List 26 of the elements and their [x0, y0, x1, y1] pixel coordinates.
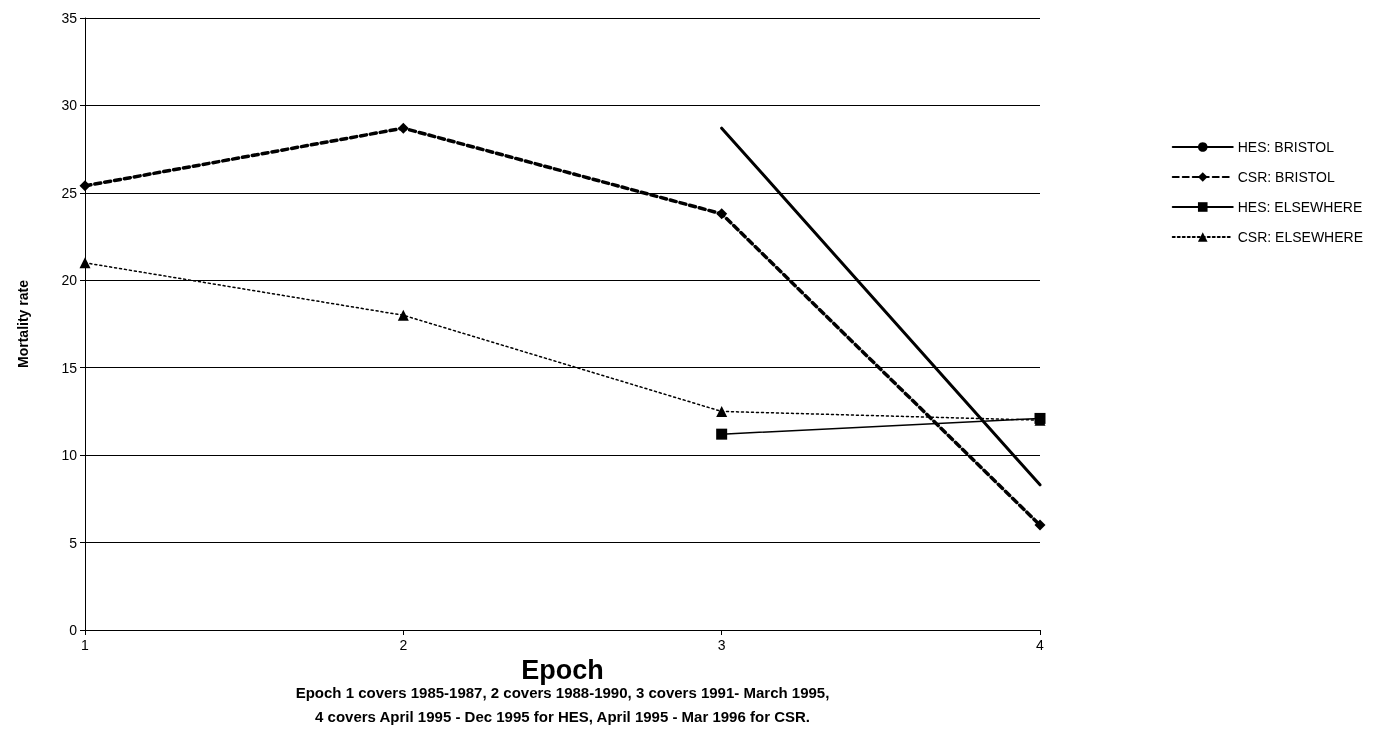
- x-tick-label: 1: [81, 637, 90, 653]
- y-tick-label: 20: [61, 272, 78, 289]
- y-tick-label: 15: [61, 359, 78, 376]
- y-tick-label: 10: [61, 447, 78, 464]
- x-axis-title: Epoch: [521, 655, 604, 686]
- y-axis-title: Mortality rate: [15, 279, 31, 368]
- y-tick-label: 30: [61, 97, 78, 114]
- point: [1034, 519, 1046, 531]
- point: [79, 180, 91, 192]
- point: [79, 257, 91, 269]
- x-tick-label: 4: [1036, 637, 1045, 653]
- y-tick-label: 0: [69, 622, 78, 638]
- x-tick-label: 2: [399, 637, 408, 653]
- y-tick-label: 35: [61, 10, 78, 26]
- legend-label: HES: ELSEWHERE: [1237, 199, 1363, 215]
- y-tick-label: 25: [61, 184, 78, 201]
- point: [716, 405, 728, 417]
- x-tick-label: 3: [717, 637, 726, 653]
- point: [716, 208, 728, 220]
- point: [397, 122, 409, 134]
- point: [397, 309, 409, 321]
- legend-label: CSR: ELSEWHERE: [1237, 229, 1363, 245]
- legend-label: CSR: BRISTOL: [1237, 169, 1335, 185]
- point: [716, 428, 728, 440]
- y-tick-label: 5: [69, 534, 78, 551]
- legend-label: HES: BRISTOL: [1237, 139, 1335, 155]
